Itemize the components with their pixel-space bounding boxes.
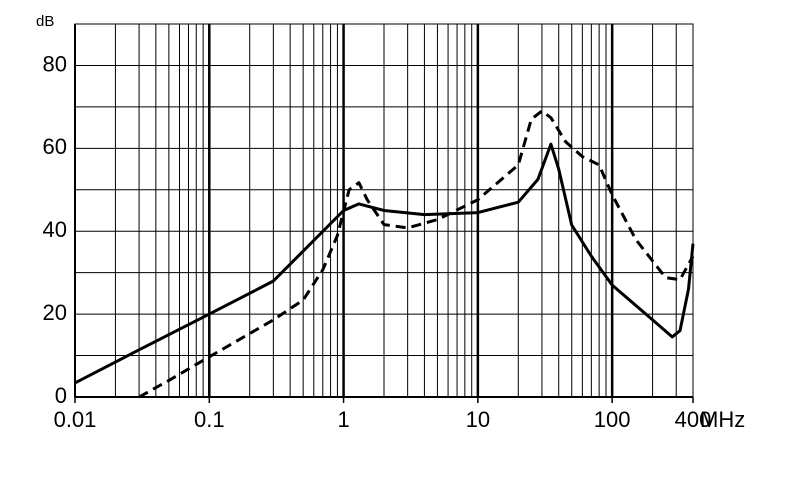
x-tick-label: 400 bbox=[675, 407, 712, 432]
x-tick-label: 100 bbox=[594, 407, 631, 432]
y-axis-label: dB bbox=[36, 13, 54, 30]
x-tick-label: 0.01 bbox=[54, 407, 97, 432]
y-tick-label: 20 bbox=[43, 300, 67, 325]
y-tick-label: 80 bbox=[43, 51, 67, 76]
line bbox=[74, 142, 695, 385]
x-tick-label: 1 bbox=[337, 407, 349, 432]
y-tick-label: 0 bbox=[55, 383, 67, 408]
line bbox=[138, 109, 695, 399]
x-tick-label: 10 bbox=[466, 407, 490, 432]
y-tick-label: 40 bbox=[43, 217, 67, 242]
x-tick-label: 0.1 bbox=[194, 407, 225, 432]
y-tick-label: 60 bbox=[43, 134, 67, 159]
x-axis-label: MHz bbox=[700, 407, 745, 432]
